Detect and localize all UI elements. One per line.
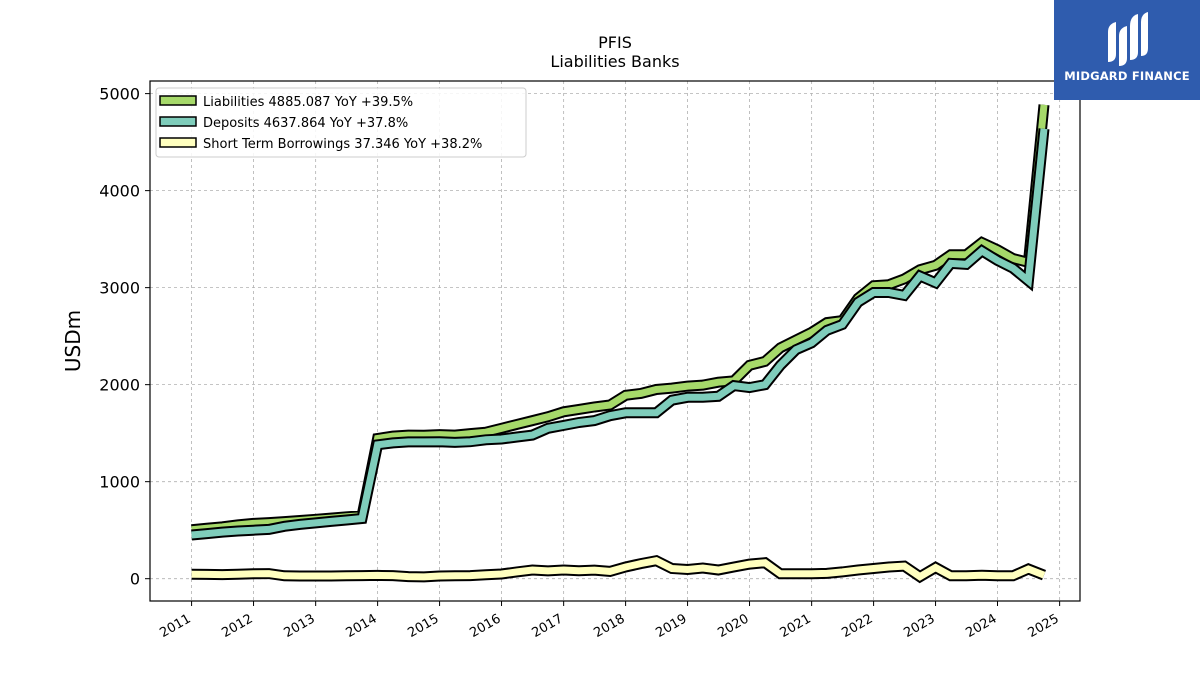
x-tick-label: 2013 <box>282 611 318 641</box>
y-tick-label: 5000 <box>99 85 140 104</box>
x-tick-label: 2014 <box>343 611 379 641</box>
x-tick-label: 2017 <box>529 611 565 641</box>
x-tick-label: 2024 <box>963 611 999 641</box>
x-tick-label: 2022 <box>839 611 875 641</box>
legend-swatch <box>159 116 197 127</box>
x-tick-label: 2016 <box>467 611 503 641</box>
x-tick-label: 2020 <box>715 611 751 641</box>
legend-entry: Liabilities 4885.087 YoY +39.5% <box>203 95 413 110</box>
series-layer <box>191 104 1050 584</box>
y-tick-label: 0 <box>130 570 140 589</box>
y-tick-label: 3000 <box>99 279 140 298</box>
midgard-logo-icon <box>1108 12 1148 66</box>
legend-box <box>155 87 527 158</box>
x-tick-label: 2018 <box>591 611 627 641</box>
legend: Liabilities 4885.087 YoY +39.5% Deposits … <box>155 87 527 158</box>
x-tick-label: 2019 <box>653 611 689 641</box>
y-tick-label: 4000 <box>99 182 140 201</box>
legend-swatch <box>159 137 197 148</box>
chart-subtitle: Liabilities Banks <box>550 52 679 71</box>
series-outline-deposits <box>191 128 1050 541</box>
x-tick-label: 2015 <box>405 611 441 641</box>
x-tick-label: 2025 <box>1025 611 1061 641</box>
legend-swatch <box>159 95 197 106</box>
grid <box>150 81 1080 601</box>
plot-frame <box>149 80 1081 602</box>
brand-name: MIDGARD FINANCE <box>1064 69 1190 83</box>
series-line-deposits <box>191 128 1048 539</box>
x-tick-label: 2021 <box>777 611 813 641</box>
x-tick-label: 2011 <box>157 611 193 641</box>
brand-logo: MIDGARD FINANCE <box>1054 0 1200 100</box>
y-axis-label: USDm <box>61 310 85 372</box>
y-tick-label: 2000 <box>99 376 140 395</box>
series-outline-liabilities <box>191 104 1050 536</box>
axes: 0 1000 2000 3000 4000 5000 2011 2012 2013 2014 201… <box>99 85 1061 641</box>
legend-entry: Deposits 4637.864 YoY +37.8% <box>203 116 408 131</box>
series-line-short-term-borrowings <box>191 557 1046 581</box>
legend-entry: Short Term Borrowings 37.346 YoY +38.2% <box>203 137 482 152</box>
y-tick-label: 1000 <box>99 473 140 492</box>
x-tick-label: 2023 <box>901 611 937 641</box>
x-tick-label: 2012 <box>219 611 255 641</box>
chart-title: PFIS <box>598 33 632 52</box>
series-line-liabilities <box>191 104 1048 534</box>
